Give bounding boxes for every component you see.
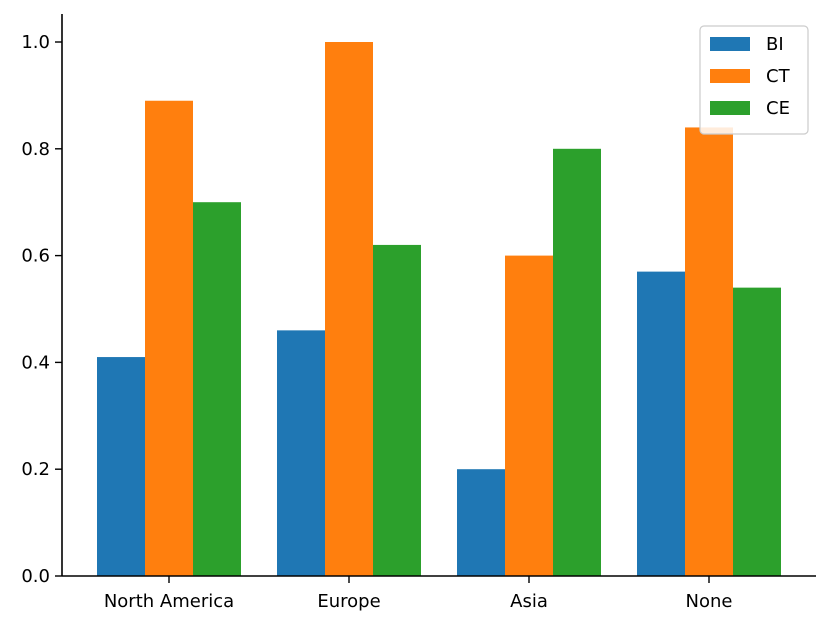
legend-swatch-bi	[710, 37, 750, 51]
x-tick-label: Europe	[317, 591, 380, 612]
legend-label-ce: CE	[766, 98, 790, 119]
x-tick-label: North America	[104, 591, 234, 612]
bar-bi-north-america	[97, 357, 145, 576]
bar-ce-europe	[373, 244, 421, 577]
bar-ct-europe	[325, 42, 373, 576]
axes-group: 0.0 0.2 0.4 0.6 0.8 1.0 North America Europe Asi…	[21, 14, 816, 612]
legend-swatch-ct	[710, 69, 750, 83]
bar-ce-asia	[553, 148, 601, 577]
legend-label-ct: CT	[766, 66, 791, 87]
legend-label-bi: BI	[766, 34, 784, 55]
bar-ce-north-america	[193, 202, 241, 576]
bar-ct-north-america	[145, 100, 193, 577]
bar-ct-asia	[505, 255, 553, 576]
bar-ce-none	[733, 287, 781, 576]
bar-bi-asia	[457, 469, 505, 576]
y-tick-label: 1.0	[21, 32, 50, 53]
y-tick-label: 0.8	[21, 139, 50, 160]
bars-group	[97, 42, 781, 577]
y-tick-label: 0.0	[21, 566, 50, 587]
legend: BI CT CE	[699, 25, 809, 135]
legend-swatch-ce	[710, 101, 750, 115]
bar-bi-europe	[277, 330, 325, 576]
x-tick-label: None	[686, 591, 733, 612]
x-tick-label: Asia	[510, 591, 548, 612]
y-tick-label: 0.4	[21, 352, 50, 373]
bar-ct-none	[685, 127, 733, 576]
y-tick-label: 0.2	[21, 459, 50, 480]
y-tick-label: 0.6	[21, 246, 50, 267]
bar-bi-none	[637, 271, 685, 576]
